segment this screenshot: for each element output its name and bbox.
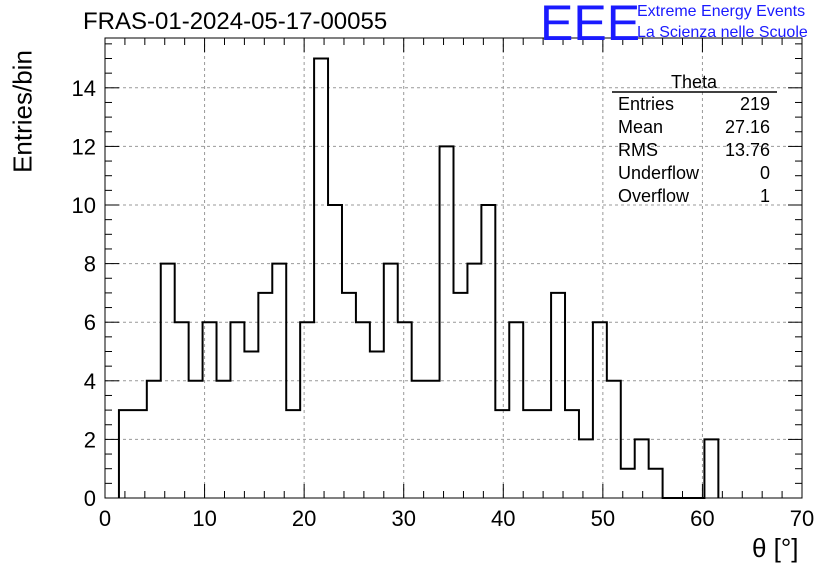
x-tick-label: 0 (99, 506, 111, 531)
y-tick-label: 2 (84, 427, 96, 452)
eee-logo: EEE Extreme Energy Events La Scienza nel… (540, 0, 830, 51)
y-tick-label: 10 (72, 193, 96, 218)
y-tick-label: 0 (84, 486, 96, 511)
stats-row-value: 0 (760, 163, 770, 183)
x-tick-label: 40 (491, 506, 515, 531)
x-tick-label: 20 (292, 506, 316, 531)
stats-row-value: 13.76 (725, 140, 770, 160)
x-tick-label: 10 (192, 506, 216, 531)
stats-row-label: RMS (618, 140, 658, 160)
stats-row-label: Overflow (618, 186, 690, 206)
y-axis-label: Entries/bin (7, 50, 38, 173)
stats-row-label: Mean (618, 117, 663, 137)
stats-row-label: Entries (618, 94, 674, 114)
logo-line-2: La Scienza nelle Scuole (637, 24, 808, 41)
x-tick-labels: 0 10 20 30 40 50 60 70 (99, 506, 814, 531)
stats-row-label: Underflow (618, 163, 700, 183)
plot-title: FRAS-01-2024-05-17-00055 (83, 8, 388, 35)
x-axis-label: θ [°] (752, 533, 799, 563)
x-tick-label: 60 (690, 506, 714, 531)
y-tick-label: 6 (84, 310, 96, 335)
stats-row-value: 1 (760, 186, 770, 206)
stats-box: Theta Entries 219 Mean 27.16 RMS 13.76 Underfl… (612, 72, 777, 206)
axis-ticks (104, 38, 803, 499)
stats-box-name: Theta (671, 72, 718, 92)
stats-row-value: 27.16 (725, 117, 770, 137)
x-tick-label: 50 (591, 506, 615, 531)
y-tick-label: 12 (72, 134, 96, 159)
y-tick-label: 14 (72, 76, 96, 101)
logo-mark: EEE (540, 0, 641, 51)
stats-row-value: 219 (740, 94, 770, 114)
x-tick-label: 30 (391, 506, 415, 531)
logo-line-1: Extreme Energy Events (637, 3, 806, 20)
histogram-line (117, 57, 720, 499)
y-tick-label: 4 (84, 369, 96, 394)
y-tick-label: 8 (84, 252, 96, 277)
plot-frame (104, 37, 803, 499)
y-tick-labels: 0 2 4 6 8 10 12 14 (72, 76, 96, 511)
x-tick-label: 70 (790, 506, 814, 531)
